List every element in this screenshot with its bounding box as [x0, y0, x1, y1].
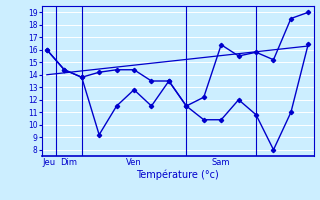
Text: Dim: Dim	[60, 158, 77, 167]
Text: Jeu: Jeu	[42, 158, 55, 167]
Text: Ven: Ven	[126, 158, 142, 167]
Text: Sam: Sam	[212, 158, 230, 167]
X-axis label: Température (°c): Température (°c)	[136, 170, 219, 180]
